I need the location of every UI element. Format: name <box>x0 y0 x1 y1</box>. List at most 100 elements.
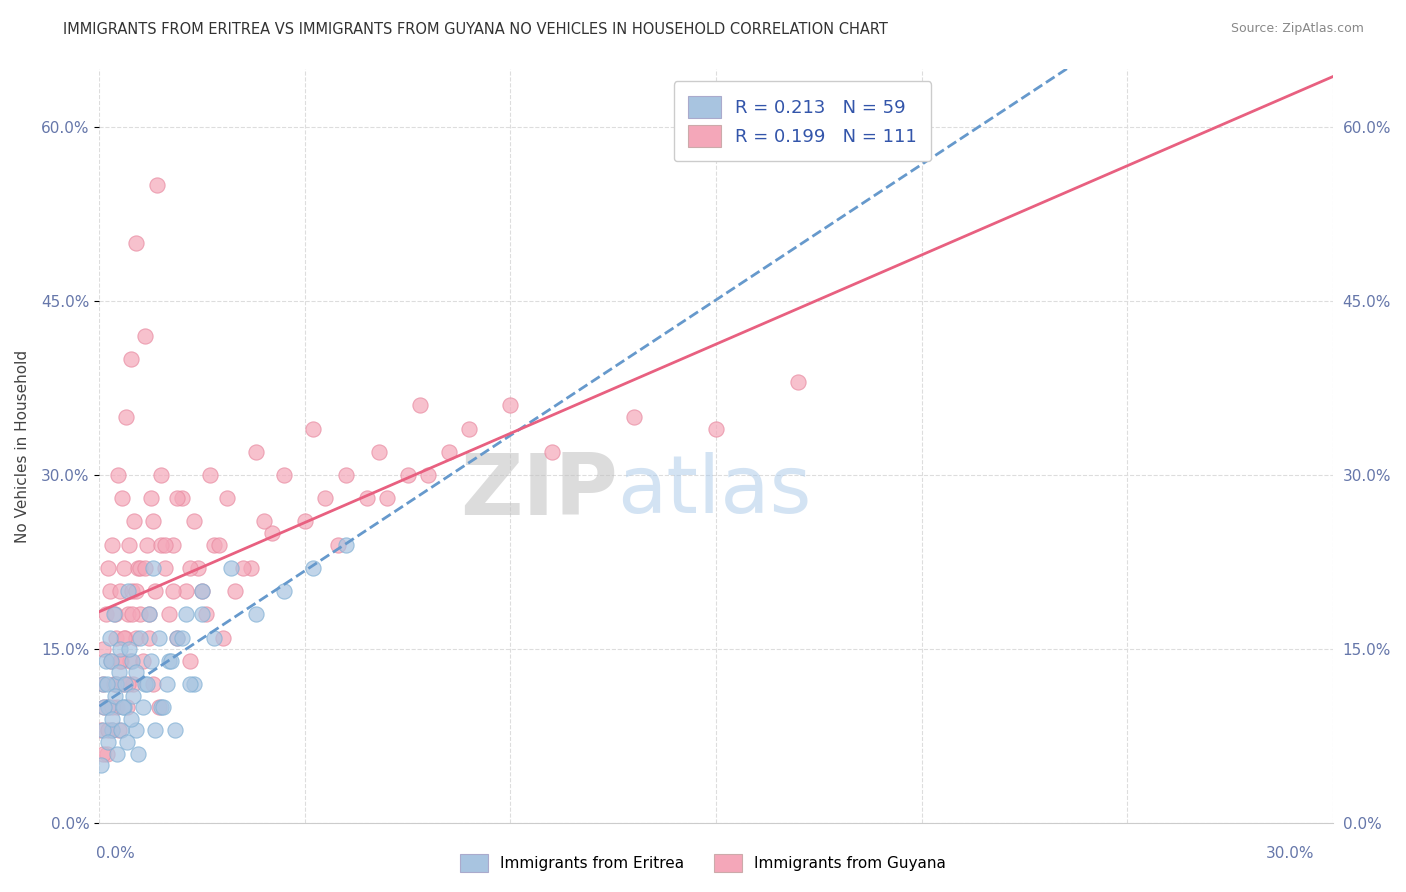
Point <box>93 642 115 657</box>
Point <box>134 328 156 343</box>
Point <box>170 491 193 506</box>
Legend: R = 0.213   N = 59, R = 0.199   N = 111: R = 0.213 N = 59, R = 0.199 N = 111 <box>673 81 931 161</box>
Point <box>120 351 142 366</box>
Point <box>129 631 152 645</box>
Point <box>94 607 117 622</box>
Text: 30.0%: 30.0% <box>1267 847 1315 861</box>
Point <box>98 631 121 645</box>
Point <box>245 607 267 622</box>
Point <box>138 607 160 622</box>
Point <box>245 444 267 458</box>
Point <box>179 677 201 691</box>
Point <box>112 677 135 691</box>
Point <box>162 538 184 552</box>
Point <box>396 468 419 483</box>
Point <box>623 409 645 424</box>
Point <box>108 642 131 657</box>
Point <box>104 607 127 622</box>
Point <box>112 561 135 575</box>
Point <box>104 631 127 645</box>
Point <box>96 700 118 714</box>
Text: 0.0%: 0.0% <box>96 847 135 861</box>
Text: atlas: atlas <box>617 452 811 530</box>
Point <box>96 723 118 738</box>
Point <box>117 607 139 622</box>
Point <box>118 642 141 657</box>
Point <box>114 677 136 691</box>
Point <box>100 654 122 668</box>
Point <box>129 607 152 622</box>
Point <box>114 631 136 645</box>
Point <box>260 526 283 541</box>
Point <box>105 747 128 761</box>
Point <box>166 631 188 645</box>
Point <box>125 584 148 599</box>
Point <box>112 700 135 714</box>
Point <box>174 607 197 622</box>
Point <box>314 491 336 506</box>
Point <box>117 735 139 749</box>
Point <box>224 584 246 599</box>
Point <box>240 561 263 575</box>
Point <box>104 689 127 703</box>
Point <box>103 607 125 622</box>
Point <box>211 631 233 645</box>
Point <box>131 654 153 668</box>
Point <box>335 468 357 483</box>
Point <box>124 665 146 680</box>
Legend: Immigrants from Eritrea, Immigrants from Guyana: Immigrants from Eritrea, Immigrants from… <box>453 846 953 880</box>
Text: IMMIGRANTS FROM ERITREA VS IMMIGRANTS FROM GUYANA NO VEHICLES IN HOUSEHOLD CORRE: IMMIGRANTS FROM ERITREA VS IMMIGRANTS FR… <box>63 22 889 37</box>
Point <box>273 468 295 483</box>
Point <box>100 723 122 738</box>
Point <box>207 538 229 552</box>
Point <box>101 712 124 726</box>
Point <box>302 421 325 435</box>
Point <box>232 561 254 575</box>
Point <box>108 723 131 738</box>
Point <box>125 723 148 738</box>
Y-axis label: No Vehicles in Household: No Vehicles in Household <box>15 350 30 542</box>
Point <box>122 677 145 691</box>
Point <box>253 515 276 529</box>
Point <box>458 421 481 435</box>
Point <box>108 654 131 668</box>
Point <box>143 584 166 599</box>
Point <box>127 747 149 761</box>
Point <box>134 561 156 575</box>
Point <box>157 607 180 622</box>
Point <box>100 700 122 714</box>
Point <box>215 491 238 506</box>
Point <box>191 607 214 622</box>
Point <box>93 700 115 714</box>
Point <box>540 444 562 458</box>
Point <box>195 607 218 622</box>
Point <box>90 758 112 772</box>
Point <box>409 398 432 412</box>
Point <box>110 723 132 738</box>
Point <box>437 444 460 458</box>
Point <box>367 444 389 458</box>
Point <box>302 561 325 575</box>
Text: ZIP: ZIP <box>460 450 617 533</box>
Point <box>118 538 141 552</box>
Point <box>100 723 122 738</box>
Point <box>326 538 349 552</box>
Point <box>117 700 139 714</box>
Point <box>179 561 201 575</box>
Point <box>112 700 135 714</box>
Point <box>179 654 201 668</box>
Point <box>143 723 166 738</box>
Point <box>156 677 179 691</box>
Point <box>418 468 440 483</box>
Point <box>103 677 125 691</box>
Point <box>204 631 226 645</box>
Point <box>273 584 295 599</box>
Point <box>135 538 157 552</box>
Point <box>93 700 115 714</box>
Point <box>93 677 115 691</box>
Point <box>98 584 121 599</box>
Point <box>150 700 173 714</box>
Point <box>117 677 139 691</box>
Point <box>121 654 143 668</box>
Point <box>97 735 120 749</box>
